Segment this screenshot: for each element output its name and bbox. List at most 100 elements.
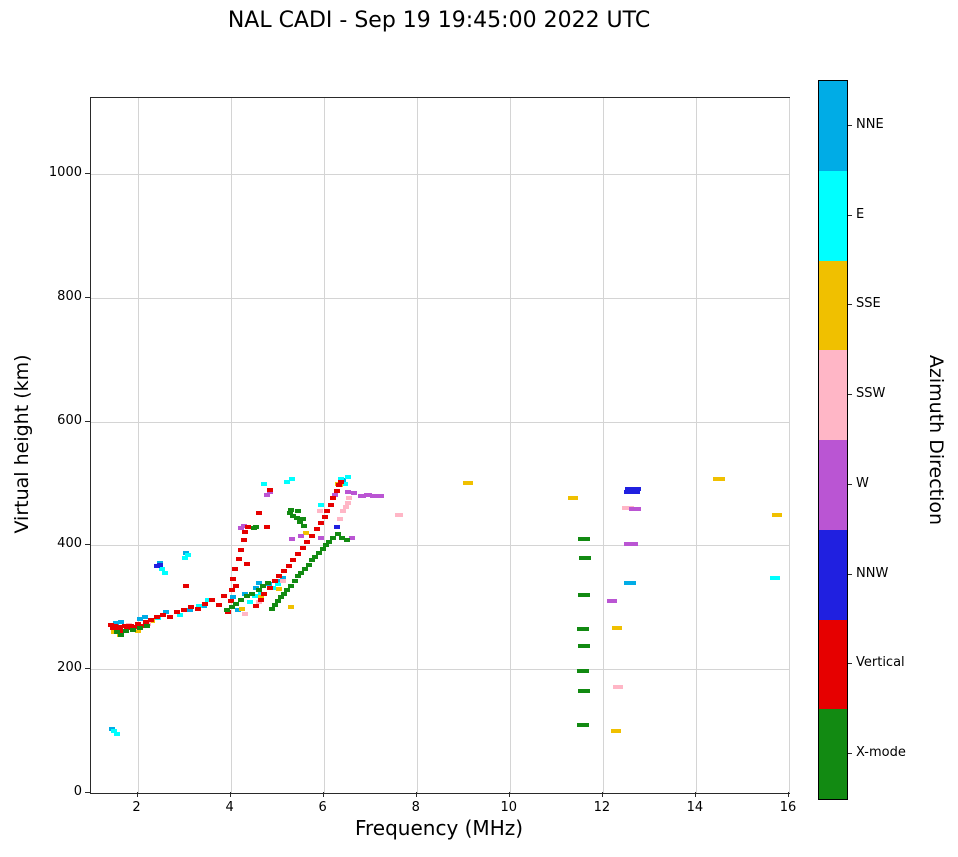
data-point-vertical	[299, 545, 306, 550]
data-point-x-mode	[577, 722, 590, 727]
data-point-vertical	[267, 487, 274, 492]
data-point-sse	[567, 495, 578, 500]
y-tick	[85, 668, 90, 670]
data-point-x-mode	[243, 594, 250, 599]
data-point-vertical	[290, 558, 297, 563]
x-tick	[322, 792, 324, 797]
y-tick-label: 600	[57, 412, 82, 428]
data-point-w	[350, 491, 357, 496]
x-tick-label: 2	[132, 800, 141, 815]
x-tick-label: 12	[593, 800, 611, 815]
data-point-x-mode	[343, 538, 350, 543]
x-tick	[694, 792, 696, 797]
data-point-ssw	[613, 684, 624, 689]
data-point-w	[298, 534, 305, 539]
data-point-x-mode	[113, 630, 120, 635]
x-tick-label: 10	[500, 800, 518, 815]
colorbar-segment-ssw	[819, 350, 847, 440]
data-point-e	[270, 585, 277, 590]
data-point-x-mode	[129, 627, 136, 632]
gridline-y	[91, 421, 789, 423]
data-point-vertical	[119, 628, 126, 633]
data-point-x-mode	[312, 554, 319, 559]
data-point-vertical	[257, 597, 264, 602]
data-point-ssw	[344, 501, 351, 506]
data-point-e	[205, 597, 212, 602]
data-point-vertical	[174, 610, 181, 615]
data-point-x-mode	[228, 605, 235, 610]
colorbar-tick	[848, 483, 852, 485]
data-point-nne	[276, 579, 283, 584]
data-point-x-mode	[255, 588, 262, 592]
data-point-sse	[239, 606, 246, 611]
data-point-vertical	[327, 502, 334, 507]
data-point-x-mode	[299, 517, 306, 522]
x-tick-label: 14	[686, 800, 704, 815]
data-point-x-mode	[305, 563, 312, 568]
plot-area	[90, 97, 790, 794]
data-point-x-mode	[334, 532, 341, 537]
data-point-vertical	[202, 601, 208, 606]
data-point-vertical	[132, 625, 139, 630]
data-point-vertical	[107, 622, 114, 627]
colorbar-label-nne: NNE	[856, 116, 884, 132]
data-point-vertical	[235, 557, 242, 562]
gridline-y	[91, 669, 789, 671]
data-point-x-mode	[136, 626, 143, 631]
data-point-sse	[276, 586, 283, 591]
colorbar-segment-nnw	[819, 529, 847, 620]
data-point-vertical	[112, 623, 119, 628]
colorbar-tick	[848, 573, 852, 575]
colorbar-label-ssw: SSW	[856, 386, 886, 402]
data-point-vertical	[160, 612, 167, 617]
data-point-nne	[163, 610, 170, 615]
data-point-vertical	[240, 538, 247, 543]
data-point-w	[240, 524, 247, 529]
data-point-nnw	[624, 487, 641, 492]
data-point-x-mode	[578, 688, 591, 693]
data-point-nnw	[333, 524, 340, 529]
data-point-sse	[257, 595, 264, 600]
data-point-e	[195, 604, 202, 609]
gridline-y	[91, 545, 789, 547]
data-point-vertical	[195, 606, 202, 611]
data-point-x-mode	[293, 516, 300, 521]
data-point-x-mode	[295, 574, 302, 579]
data-point-e	[181, 555, 188, 560]
data-point-vertical	[227, 599, 234, 604]
data-point-sse	[302, 531, 309, 536]
data-point-e	[318, 503, 325, 508]
colorbar-tick	[848, 394, 852, 396]
data-point-vertical	[215, 602, 222, 607]
x-tick	[415, 792, 417, 797]
colorbar-label-x-mode: X-mode	[856, 745, 906, 761]
colorbar-segment-vertical	[819, 619, 847, 710]
data-point-vertical	[121, 623, 128, 628]
data-point-vertical	[135, 622, 142, 627]
data-point-x-mode	[237, 597, 244, 602]
data-point-e	[177, 612, 184, 617]
data-point-ssw	[343, 505, 349, 510]
colorbar-tick	[848, 304, 852, 306]
data-point-x-mode	[268, 606, 275, 611]
data-point-nne	[623, 580, 636, 585]
data-point-vertical	[338, 479, 345, 484]
data-point-vertical	[253, 604, 260, 609]
data-point-x-mode	[295, 509, 302, 514]
data-point-e	[251, 594, 258, 599]
data-point-vertical	[127, 623, 134, 628]
colorbar-segment-e	[819, 170, 847, 261]
data-point-sse	[772, 512, 783, 517]
gridline-x	[695, 98, 697, 793]
data-point-vertical	[281, 569, 288, 574]
data-point-vertical	[335, 483, 342, 488]
data-point-x-mode	[275, 599, 282, 604]
data-point-vertical	[114, 627, 121, 632]
data-point-x-mode	[578, 644, 591, 649]
data-point-x-mode	[577, 669, 590, 674]
data-point-ssw	[279, 579, 286, 584]
gridline-x	[323, 98, 325, 793]
data-point-x-mode	[264, 580, 271, 585]
data-point-e	[770, 575, 781, 580]
